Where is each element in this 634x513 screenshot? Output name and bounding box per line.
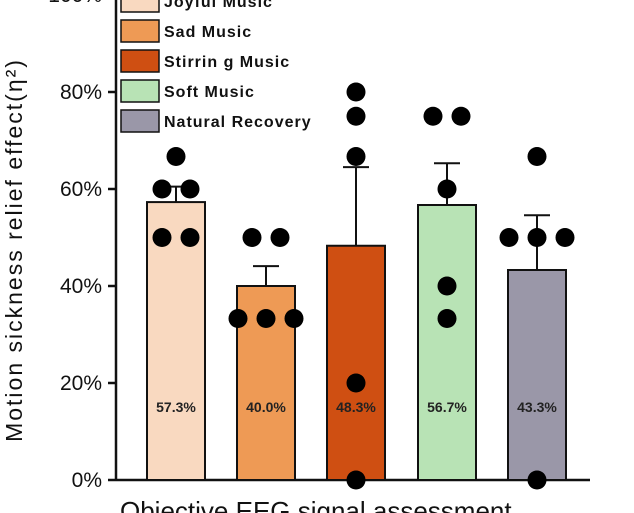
legend: Joyful Music Sad Music Stirrin g Music Soft…	[120, 0, 312, 133]
data-point	[152, 228, 172, 247]
y-tick-label: 80%	[60, 81, 102, 104]
legend-swatch	[120, 0, 160, 13]
y-ticks: 0% 20% 40% 60% 80% 100%	[48, 0, 116, 492]
data-point	[423, 106, 443, 126]
data-point	[346, 373, 366, 393]
legend-swatch	[120, 79, 160, 103]
data-point	[228, 308, 248, 328]
bar	[417, 204, 477, 481]
y-axis-title: Motion sickness relief effect(η²)	[1, 58, 27, 442]
data-point	[346, 106, 366, 126]
data-point	[451, 106, 471, 126]
bar	[507, 268, 567, 481]
legend-label: Natural Recovery	[164, 114, 312, 131]
value-labels: 57.3% 40.0% 48.3% 56.7% 43.3%	[156, 399, 557, 415]
legend-label: Stirrin g Music	[164, 54, 290, 71]
data-point	[346, 82, 366, 102]
data-point	[256, 308, 276, 328]
data-point	[180, 228, 200, 247]
data-point	[527, 470, 547, 490]
data-point	[555, 228, 575, 247]
legend-label: Sad Music	[164, 24, 252, 41]
legend-label: Joyful Music	[164, 0, 273, 11]
data-point	[437, 308, 457, 328]
data-point	[437, 179, 457, 199]
data-point	[437, 276, 457, 296]
data-point	[270, 228, 290, 247]
y-tick-label: 0%	[72, 469, 102, 492]
x-axis-title: Objective EEG signal assessment	[120, 496, 512, 513]
y-tick-label: 60%	[60, 178, 102, 201]
legend-swatch	[120, 109, 160, 133]
y-tick-label: 40%	[60, 275, 102, 298]
legend-swatch	[120, 49, 160, 73]
y-tick-label: 20%	[60, 372, 102, 395]
y-tick-label: 100%	[48, 0, 102, 7]
data-point	[180, 179, 200, 199]
data-point	[346, 147, 366, 167]
bar	[146, 201, 206, 481]
value-label: 56.7%	[427, 399, 467, 415]
data-point	[527, 228, 547, 247]
data-point	[527, 147, 547, 167]
data-point	[499, 228, 519, 247]
legend-label: Soft Music	[164, 84, 255, 101]
bar	[326, 244, 386, 481]
data-point	[346, 470, 366, 490]
legend-swatch	[120, 19, 160, 43]
value-label: 57.3%	[156, 399, 196, 415]
data-point	[152, 179, 172, 199]
data-point	[242, 228, 262, 247]
value-label: 43.3%	[517, 399, 557, 415]
data-point	[166, 147, 186, 167]
data-point	[284, 308, 304, 328]
value-label: 48.3%	[336, 399, 376, 415]
data-points	[152, 82, 575, 490]
value-label: 40.0%	[246, 399, 286, 415]
